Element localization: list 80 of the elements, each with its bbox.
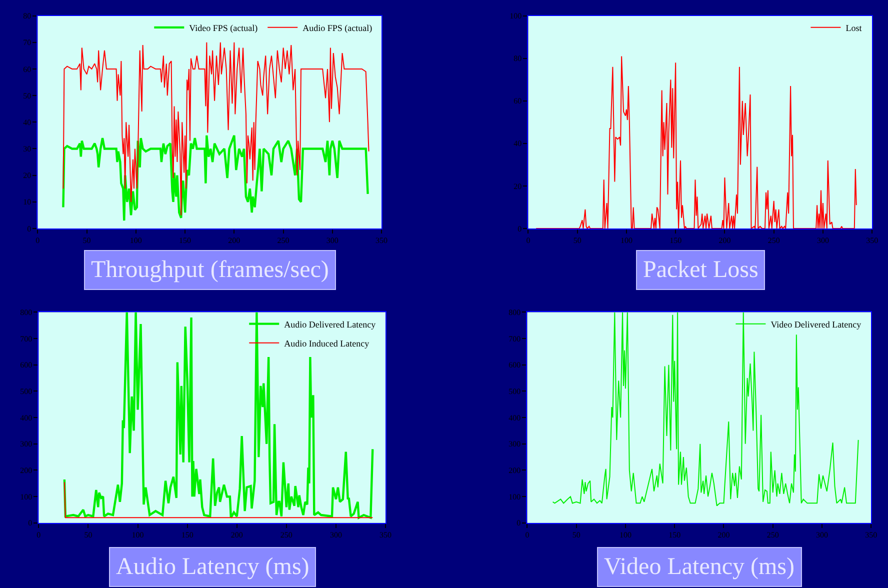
x-tick-label: 250 [768,236,780,246]
legend-label: Audio FPS (actual) [302,22,372,33]
x-axis-title: Audio Latency (ms) [116,554,310,580]
line-series [62,42,370,216]
x-tick-label: 250 [277,236,290,246]
x-tick-label: 300 [330,530,342,540]
x-tick-label: 0 [36,530,41,540]
x-tick-label: 100 [619,530,632,540]
y-tick-label: 40 [514,139,522,148]
x-tick-label: 250 [766,530,779,540]
line-series [62,134,369,222]
legend-label: Video FPS (actual) [189,22,258,33]
line-series [536,56,857,229]
y-tick-label: 200 [20,466,32,476]
x-tick-label: 150 [670,236,682,246]
x-tick-label: 100 [132,530,144,540]
x-axis-title: Packet Loss [643,257,758,283]
x-tick-label: 50 [573,236,582,246]
x-tick-label: 150 [181,530,194,540]
x-tick-label: 350 [376,236,388,246]
legend-label: Audio Induced Latency [284,338,370,348]
x-axis-title: Video Latency (ms) [604,554,794,580]
y-tick-label: 80 [514,54,522,64]
x-tick-label: 0 [525,530,530,540]
x-tick-label: 200 [718,530,730,540]
x-tick-label: 200 [718,236,731,246]
y-tick-label: 300 [508,440,521,449]
x-tick-label: 350 [865,530,878,540]
x-tick-label: 300 [326,236,338,246]
x-tick-label: 150 [179,236,192,246]
x-tick-label: 100 [620,236,632,246]
y-tick-label: 400 [508,413,521,422]
x-tick-label: 50 [82,236,91,246]
y-tick-label: 0 [28,518,32,528]
x-tick-label: 300 [816,530,828,540]
line-series [552,312,859,506]
y-tick-label: 500 [20,387,32,396]
y-tick-label: 400 [20,413,32,422]
line-series [63,312,374,519]
y-tick-label: 100 [20,492,32,502]
x-tick-label: 200 [230,530,243,540]
y-tick-label: 800 [20,308,32,318]
y-tick-label: 100 [508,492,521,502]
y-tick-label: 0 [516,518,521,528]
y-tick-label: 700 [508,334,521,344]
x-tick-label: 0 [36,236,40,246]
y-tick-label: 0 [27,224,32,234]
y-tick-label: 20 [23,171,32,180]
x-tick-label: 350 [380,530,392,540]
y-tick-label: 60 [514,96,522,106]
y-tick-label: 100 [510,12,522,21]
x-tick-label: 300 [816,236,829,246]
x-tick-label: 50 [572,530,580,540]
y-tick-label: 600 [20,360,32,370]
y-tick-label: 20 [514,182,522,191]
legend-label: Video Delivered Latency [770,319,862,330]
x-tick-label: 100 [130,236,142,246]
y-tick-label: 0 [518,224,522,234]
y-tick-label: 70 [23,38,32,48]
x-tick-label: 150 [668,530,681,540]
y-tick-label: 200 [508,466,521,476]
legend-label: Lost [846,22,862,33]
y-tick-label: 10 [23,198,32,207]
y-tick-label: 80 [23,12,32,21]
x-tick-label: 200 [228,236,240,246]
y-tick-label: 50 [23,91,32,100]
y-tick-label: 60 [23,64,32,74]
y-tick-label: 500 [508,387,521,396]
legend-label: Audio Delivered Latency [284,319,376,330]
y-tick-label: 30 [23,144,32,154]
y-tick-label: 40 [23,118,32,127]
y-tick-label: 300 [20,440,32,449]
x-tick-label: 0 [526,236,530,246]
y-tick-label: 600 [508,360,521,370]
x-tick-label: 350 [866,236,878,246]
y-tick-label: 800 [508,308,521,318]
x-axis-title: Throughput (frames/sec) [91,257,329,283]
y-tick-label: 700 [20,334,32,344]
x-tick-label: 250 [280,530,292,540]
x-tick-label: 50 [84,530,92,540]
